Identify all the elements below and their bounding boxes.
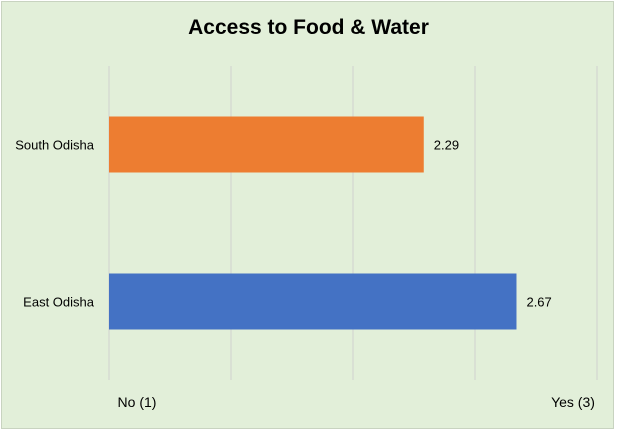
labels: South Odisha 2.29 East Odisha 2.67 [15, 138, 552, 310]
bar-south-odisha [109, 116, 424, 173]
chart-title: Access to Food & Water [188, 16, 429, 39]
bars [109, 116, 517, 330]
data-label: 2.29 [434, 138, 459, 153]
category-label: East Odisha [23, 295, 95, 310]
data-label: 2.67 [526, 295, 551, 310]
x-axis-min-label: No (1) [118, 394, 157, 410]
x-axis-max-label: Yes (3) [551, 394, 595, 410]
category-label: South Odisha [15, 138, 95, 153]
bar-east-odisha [109, 273, 517, 330]
gridlines [108, 66, 598, 380]
